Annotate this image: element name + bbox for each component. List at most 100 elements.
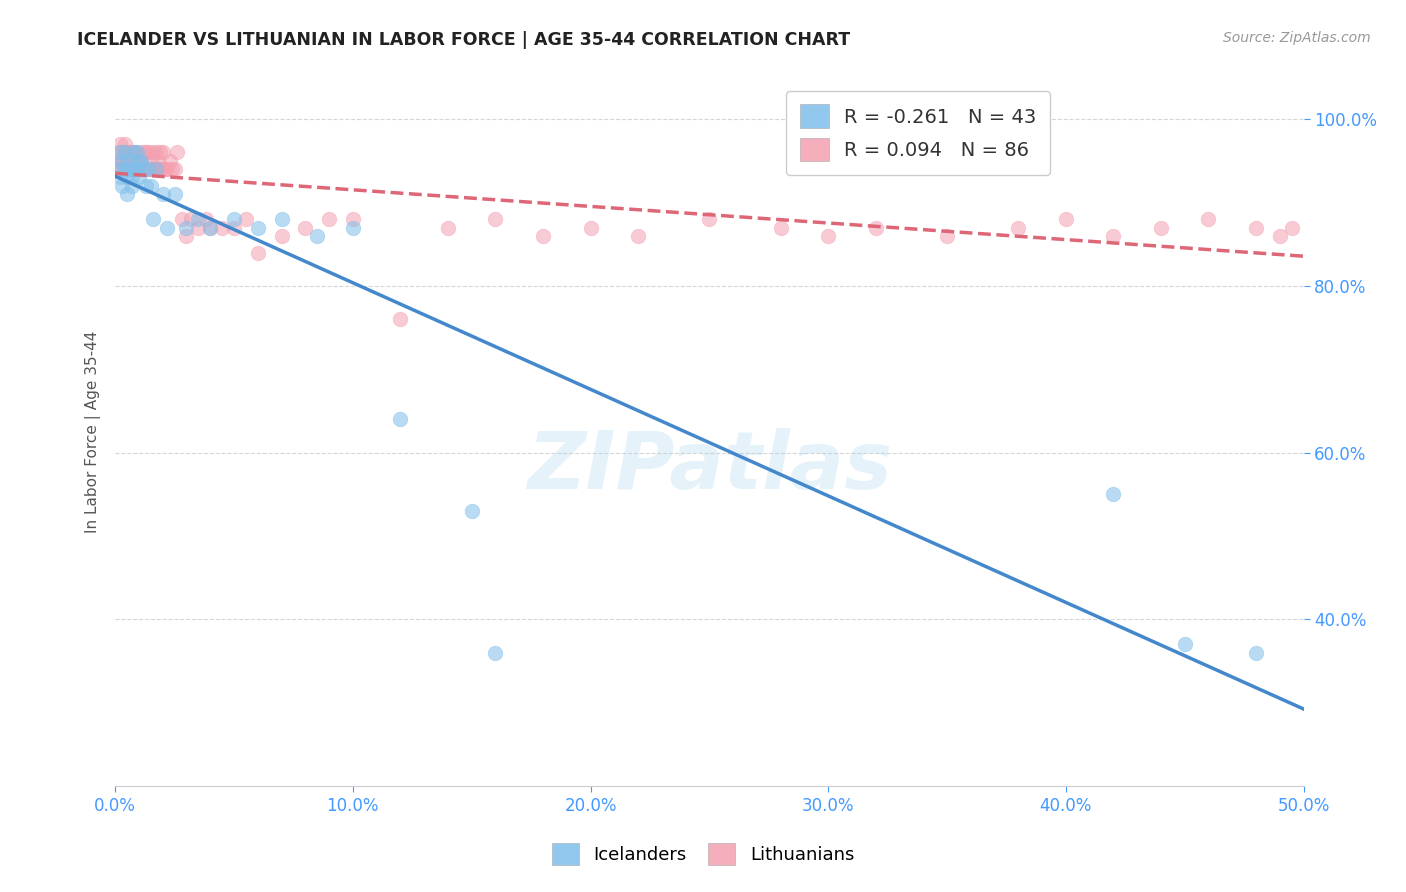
Lithuanians — [342, 212, 364, 227]
Icelanders — [131, 153, 153, 168]
Lithuanians — [1150, 220, 1173, 235]
Lithuanians — [1281, 220, 1303, 235]
Lithuanians — [128, 162, 150, 177]
Lithuanians — [139, 162, 162, 177]
Lithuanians — [437, 220, 460, 235]
Icelanders — [142, 212, 165, 227]
Lithuanians — [131, 153, 153, 168]
Lithuanians — [153, 162, 176, 177]
Lithuanians — [222, 220, 245, 235]
Lithuanians — [170, 212, 193, 227]
Lithuanians — [125, 153, 148, 168]
Icelanders — [128, 170, 150, 185]
Icelanders — [111, 178, 134, 193]
Icelanders — [135, 178, 157, 193]
Icelanders — [125, 145, 148, 160]
Lithuanians — [149, 145, 172, 160]
Icelanders — [111, 153, 134, 168]
Legend: Icelanders, Lithuanians: Icelanders, Lithuanians — [544, 836, 862, 872]
Lithuanians — [865, 220, 887, 235]
Lithuanians — [107, 145, 129, 160]
Icelanders — [115, 170, 138, 185]
Lithuanians — [817, 228, 839, 243]
Lithuanians — [114, 145, 136, 160]
Lithuanians — [1102, 228, 1125, 243]
Icelanders — [484, 646, 506, 660]
Lithuanians — [122, 162, 145, 177]
Icelanders — [121, 170, 143, 185]
Icelanders — [460, 504, 482, 518]
Icelanders — [115, 187, 138, 202]
Lithuanians — [114, 137, 136, 152]
Text: Source: ZipAtlas.com: Source: ZipAtlas.com — [1223, 31, 1371, 45]
Lithuanians — [132, 162, 155, 177]
Lithuanians — [121, 145, 143, 160]
Lithuanians — [936, 228, 959, 243]
Icelanders — [1174, 637, 1197, 651]
Lithuanians — [114, 153, 136, 168]
Lithuanians — [142, 162, 165, 177]
Lithuanians — [111, 153, 134, 168]
Icelanders — [122, 145, 145, 160]
Lithuanians — [531, 228, 554, 243]
Lithuanians — [160, 162, 183, 177]
Lithuanians — [131, 162, 153, 177]
Text: ZIPatlas: ZIPatlas — [527, 428, 891, 507]
Lithuanians — [389, 312, 412, 326]
Icelanders — [114, 145, 136, 160]
Lithuanians — [145, 162, 167, 177]
Lithuanians — [118, 145, 141, 160]
Icelanders — [152, 187, 174, 202]
Lithuanians — [699, 212, 721, 227]
Lithuanians — [1197, 212, 1219, 227]
Lithuanians — [149, 162, 172, 177]
Lithuanians — [118, 153, 141, 168]
Lithuanians — [115, 162, 138, 177]
Lithuanians — [180, 212, 202, 227]
Lithuanians — [125, 162, 148, 177]
Lithuanians — [135, 145, 157, 160]
Icelanders — [246, 220, 269, 235]
Icelanders — [118, 162, 141, 177]
Lithuanians — [108, 137, 131, 152]
Icelanders — [108, 145, 131, 160]
Lithuanians — [163, 162, 186, 177]
Icelanders — [200, 220, 222, 235]
Lithuanians — [139, 153, 162, 168]
Lithuanians — [142, 145, 165, 160]
Icelanders — [122, 162, 145, 177]
Lithuanians — [159, 153, 181, 168]
Lithuanians — [152, 145, 174, 160]
Lithuanians — [115, 145, 138, 160]
Lithuanians — [318, 212, 340, 227]
Lithuanians — [152, 162, 174, 177]
Icelanders — [132, 162, 155, 177]
Icelanders — [128, 153, 150, 168]
Lithuanians — [135, 162, 157, 177]
Icelanders — [1244, 646, 1267, 660]
Lithuanians — [115, 153, 138, 168]
Lithuanians — [194, 212, 217, 227]
Lithuanians — [769, 220, 792, 235]
Lithuanians — [1268, 228, 1291, 243]
Icelanders — [107, 162, 129, 177]
Lithuanians — [128, 153, 150, 168]
Lithuanians — [166, 145, 188, 160]
Lithuanians — [146, 153, 169, 168]
Text: ICELANDER VS LITHUANIAN IN LABOR FORCE | AGE 35-44 CORRELATION CHART: ICELANDER VS LITHUANIAN IN LABOR FORCE |… — [77, 31, 851, 49]
Legend: R = -0.261   N = 43, R = 0.094   N = 86: R = -0.261 N = 43, R = 0.094 N = 86 — [786, 91, 1050, 175]
Icelanders — [222, 212, 245, 227]
Icelanders — [176, 220, 198, 235]
Icelanders — [156, 220, 179, 235]
Lithuanians — [1007, 220, 1029, 235]
Icelanders — [342, 220, 364, 235]
Icelanders — [270, 212, 292, 227]
Icelanders — [145, 162, 167, 177]
Icelanders — [108, 170, 131, 185]
Lithuanians — [579, 220, 602, 235]
Lithuanians — [235, 212, 257, 227]
Lithuanians — [118, 145, 141, 160]
Lithuanians — [132, 145, 155, 160]
Lithuanians — [138, 145, 160, 160]
Lithuanians — [121, 153, 143, 168]
